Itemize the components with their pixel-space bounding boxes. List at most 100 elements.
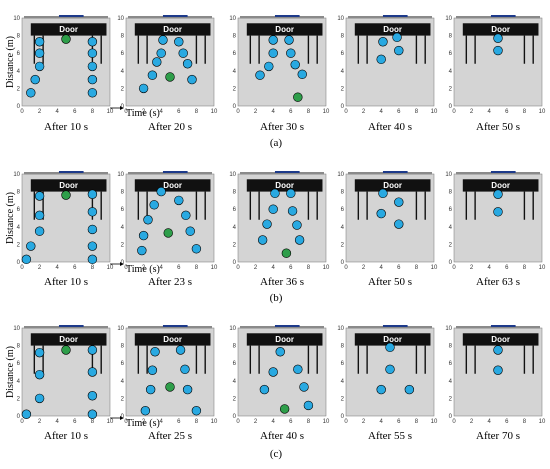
leader-marker (61, 345, 71, 355)
panel-caption: After 10 s (44, 430, 88, 442)
y-tick-label: 2 (121, 86, 125, 92)
room-top-wall (348, 326, 432, 329)
person-marker (293, 364, 303, 375)
person-marker (292, 220, 302, 230)
x-axis-title: Time (s) (126, 418, 160, 429)
person-marker (385, 364, 395, 375)
person-marker (150, 347, 160, 357)
x-axis-title: Time (s) (126, 108, 160, 119)
door-label: Door (163, 25, 182, 34)
x-tick-label: 10 (211, 265, 218, 271)
y-axis-title: Distance (m) (5, 346, 16, 398)
x-tick-label: 2 (38, 265, 42, 271)
door-banner (354, 333, 431, 346)
y-tick-label: 10 (117, 16, 124, 22)
x-tick-label: 10 (323, 419, 330, 425)
person-marker (87, 409, 98, 419)
door-label: Door (491, 335, 510, 344)
panel-caption: After 63 s (476, 276, 520, 288)
person-marker (87, 74, 98, 85)
panel-caption: After 50 s (476, 121, 520, 133)
person-marker (30, 74, 40, 85)
x-tick-label: 0 (344, 265, 348, 271)
x-tick-label: 6 (397, 419, 401, 425)
y-tick-label: 0 (341, 104, 345, 110)
y-tick-label: 4 (341, 225, 345, 231)
y-tick-label: 8 (233, 34, 237, 40)
person-marker (268, 48, 278, 58)
person-marker (87, 88, 98, 98)
x-tick-label: 2 (142, 109, 146, 115)
x-tick-label: 2 (142, 265, 146, 271)
y-tick-label: 4 (121, 379, 125, 385)
person-marker (275, 347, 285, 357)
x-tick-label: 2 (254, 419, 258, 425)
door-banner (30, 333, 107, 346)
person-marker (493, 189, 503, 199)
person-marker (268, 367, 278, 377)
evacuation-panel: Door 00 2 2 4 4 6 6 8 8 10 10 After 30 s (229, 15, 330, 133)
person-marker (174, 37, 184, 47)
y-tick-label: 4 (121, 225, 125, 231)
x-tick-label: 4 (160, 265, 164, 271)
x-tick-label: 8 (91, 109, 95, 115)
exit-marker (382, 325, 408, 327)
x-tick-label: 6 (289, 109, 293, 115)
x-tick-label: 4 (56, 419, 60, 425)
y-tick-label: 0 (17, 260, 21, 266)
y-tick-label: 6 (449, 361, 453, 367)
x-tick-label: 6 (397, 265, 401, 271)
person-marker (264, 61, 274, 72)
y-tick-label: 0 (233, 260, 237, 266)
y-tick-label: 0 (17, 414, 21, 420)
exit-marker (58, 171, 84, 173)
door-banner (134, 23, 211, 36)
x-tick-label: 8 (195, 265, 199, 271)
person-marker (262, 219, 272, 229)
leader-marker (293, 92, 303, 102)
person-marker (493, 207, 503, 217)
y-tick-label: 4 (233, 69, 237, 75)
x-tick-label: 2 (470, 419, 474, 425)
x-tick-label: 6 (177, 419, 181, 425)
person-marker (34, 48, 45, 58)
x-tick-label: 0 (124, 109, 128, 115)
y-tick-label: 2 (121, 242, 125, 248)
y-tick-label: 10 (229, 16, 236, 22)
x-tick-label: 10 (539, 265, 546, 271)
leader-marker (61, 34, 71, 44)
evacuation-panel: Door 00 2 2 4 4 6 6 8 8 10 10 After 20 s (117, 15, 218, 133)
y-tick-label: 6 (17, 207, 21, 213)
door-banner (354, 179, 431, 192)
person-marker (394, 219, 404, 229)
panel-caption: After 70 s (476, 430, 520, 442)
person-marker (394, 197, 404, 207)
y-tick-label: 2 (233, 242, 237, 248)
room-top-wall (456, 172, 540, 175)
x-tick-label: 8 (91, 265, 95, 271)
y-tick-label: 2 (341, 242, 345, 248)
person-marker (182, 384, 193, 395)
person-marker (87, 345, 98, 355)
evacuation-panel: Door 00 2 2 4 4 6 6 8 8 10 10 After 40 s (229, 325, 330, 442)
evacuation-panel: Door 00 2 2 4 4 6 6 8 8 10 10 After 25 s (117, 325, 218, 442)
y-tick-label: 6 (449, 51, 453, 57)
x-tick-label: 8 (523, 265, 527, 271)
y-tick-label: 6 (233, 361, 237, 367)
time-axis-arrow (120, 262, 124, 266)
person-marker (376, 208, 386, 219)
leader-marker (279, 404, 290, 414)
person-marker (34, 369, 45, 380)
x-tick-label: 2 (38, 109, 42, 115)
door-banner (246, 179, 323, 192)
door-banner (462, 333, 539, 346)
door-label: Door (275, 25, 294, 34)
y-tick-label: 8 (233, 344, 237, 350)
person-marker (34, 226, 45, 236)
x-tick-label: 10 (539, 419, 546, 425)
y-tick-label: 8 (17, 190, 21, 196)
room-top-wall (240, 172, 324, 175)
panel-caption: After 10 s (44, 276, 88, 288)
x-tick-label: 10 (211, 419, 218, 425)
